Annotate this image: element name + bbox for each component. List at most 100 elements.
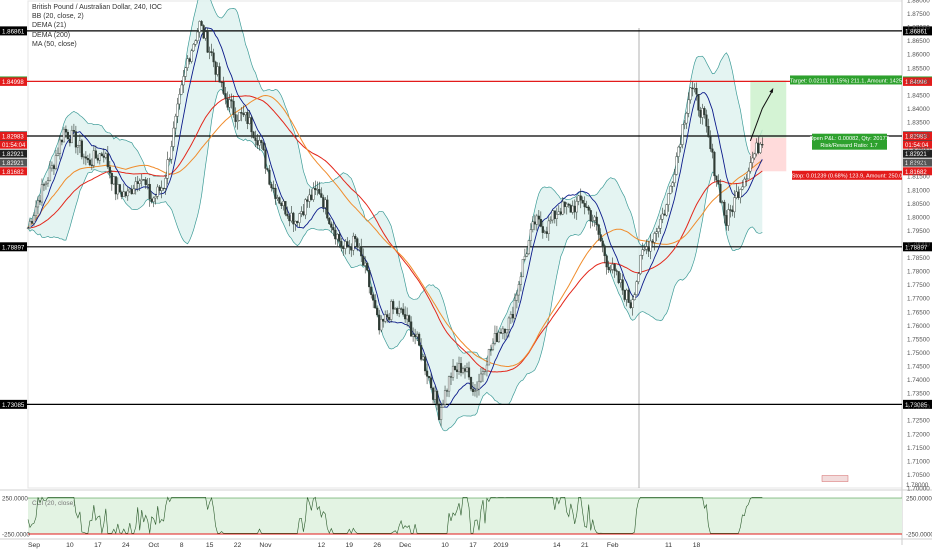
candle-body — [416, 333, 419, 337]
candle-body — [174, 115, 177, 129]
candle-body — [310, 194, 313, 200]
candle-body — [80, 140, 83, 158]
y-tick-label: 1.75000 — [907, 350, 930, 357]
y-tick-label: 1.82500 — [907, 147, 930, 154]
candle-body — [398, 308, 401, 314]
candle-body — [304, 199, 307, 216]
candle-body — [529, 229, 532, 241]
candle-body — [757, 142, 760, 153]
candle-body — [745, 178, 748, 180]
candle-body — [619, 279, 622, 283]
candle-body — [449, 376, 453, 378]
candle-body — [685, 113, 688, 124]
candle-body — [679, 144, 682, 148]
candle-body — [571, 205, 574, 213]
candle-body — [402, 308, 405, 315]
candle-body — [447, 376, 451, 392]
candle-body — [94, 150, 97, 159]
candle-body — [120, 191, 123, 197]
oscillator-upper-label-left: 250.0000 — [2, 496, 28, 503]
candle-body — [553, 210, 556, 219]
candle-body — [260, 140, 263, 144]
axes: 1.88000 1.87500 1.87000 1.86500 1.86000 1.855… — [28, 0, 930, 549]
candle-body — [194, 40, 197, 45]
y-tick-label: 1.80500 — [907, 201, 930, 208]
event-marker-icon — [821, 475, 849, 482]
price-tag-bg — [903, 158, 932, 167]
x-tick-label: 19 — [345, 542, 353, 549]
candle-body — [274, 187, 277, 199]
candle-body — [637, 273, 640, 282]
candle-body — [322, 197, 325, 208]
candle-body — [154, 195, 157, 199]
candle-body — [208, 51, 211, 53]
candle-body — [294, 220, 297, 225]
candle-body — [326, 199, 329, 219]
candle-body — [461, 368, 465, 373]
candle-body — [487, 349, 491, 366]
candle-body — [609, 269, 612, 271]
ma50-line — [27, 94, 763, 367]
indicator-ma50[interactable]: MA (50, close) — [32, 40, 77, 48]
candle-body — [725, 215, 728, 226]
candle-body — [481, 371, 485, 375]
price-tag-left-bg — [0, 140, 27, 149]
candle-body — [541, 226, 544, 233]
candle-body — [741, 186, 744, 190]
price-tag-bg — [903, 132, 932, 141]
candle-body — [30, 221, 34, 224]
candle-body — [388, 317, 391, 320]
chart-legend: British Pound / Australian Dollar, 240, … — [32, 3, 162, 49]
level-label-right-bg — [903, 26, 932, 36]
candle-body — [611, 264, 614, 270]
indicator-dema21[interactable]: DEMA (21) — [32, 22, 67, 30]
candle-body — [90, 164, 93, 166]
candle-body — [196, 31, 199, 41]
x-tick-label: 11 — [665, 542, 672, 549]
x-tick-label: Nov — [259, 542, 272, 549]
indicator-bb[interactable]: BB (20, close, 2) — [32, 13, 84, 21]
candle-body — [354, 235, 357, 239]
candle-body — [298, 213, 301, 223]
candle-body — [563, 201, 566, 208]
candle-body — [240, 112, 243, 114]
price-tag-left-bg — [0, 149, 27, 158]
candle-body — [212, 52, 215, 63]
level-label-left-bg — [0, 399, 27, 409]
candle-body — [505, 329, 509, 334]
candle-body — [465, 367, 469, 372]
candle-body — [372, 294, 375, 301]
candle-body — [320, 193, 323, 198]
symbol-title: British Pound / Australian Dollar, 240, … — [32, 4, 162, 11]
risk-reward-label: Risk/Reward Ratio: 1.7 — [820, 143, 877, 149]
candle-body — [332, 227, 335, 231]
open-pnl-bg — [812, 133, 887, 150]
candle-body — [617, 271, 620, 283]
candle-body — [499, 332, 503, 334]
indicator-dema200[interactable]: DEMA (200) — [32, 31, 71, 39]
candle-body — [202, 25, 205, 39]
candle-body — [605, 255, 608, 268]
y-tick-label: 1.72000 — [907, 431, 930, 438]
price-tag-left: 01:54:04 — [2, 143, 26, 149]
candle-body — [523, 256, 526, 260]
open-pnl-label: Open P&L: 0.00082, Qty: 20177 — [809, 136, 889, 142]
candle-body — [697, 94, 700, 111]
level-label-right-bg — [903, 242, 932, 252]
candle-body — [192, 44, 195, 51]
candle-body — [414, 334, 417, 337]
oscillator-title: CCI (20, close) — [32, 500, 75, 507]
candle-body — [252, 131, 255, 138]
candle-body — [198, 21, 201, 33]
candle-body — [56, 153, 60, 156]
price-tag-bg — [903, 167, 932, 176]
x-tick-label: Oct — [148, 542, 159, 549]
candle-body — [603, 245, 606, 257]
candle-body — [290, 212, 293, 222]
candle-body — [513, 300, 516, 319]
candle-body — [278, 197, 281, 204]
candle-body — [739, 189, 742, 198]
stop-zone — [750, 137, 787, 172]
candle-body — [671, 182, 674, 187]
